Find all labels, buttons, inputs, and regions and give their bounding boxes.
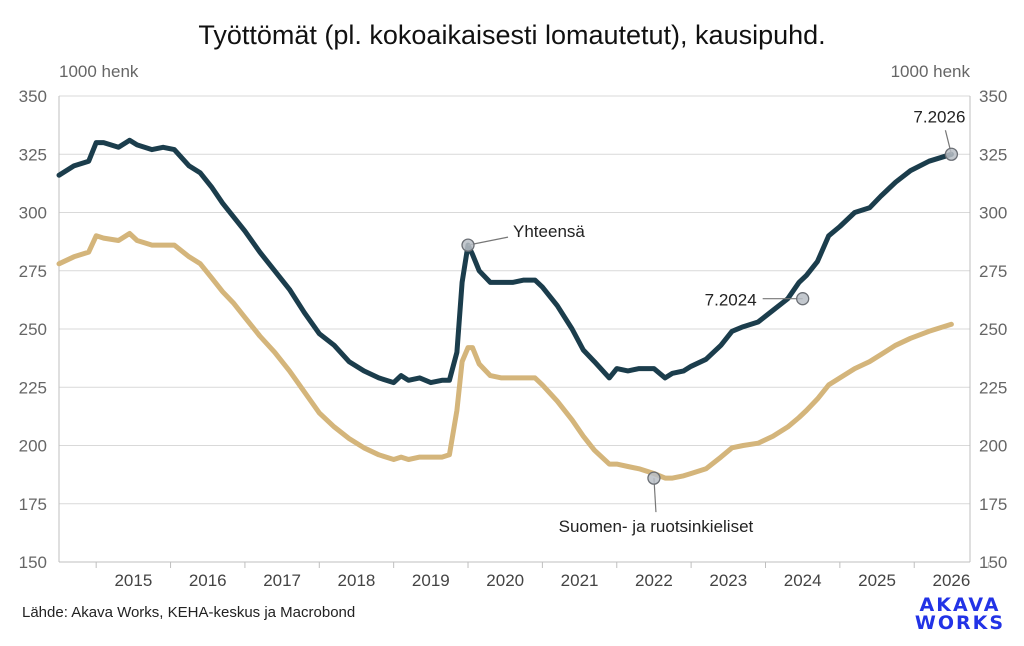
series-line-finnish_swedish <box>56 231 954 481</box>
y-tick-label-left: 275 <box>19 262 47 281</box>
y-tick-label-left: 350 <box>19 87 47 106</box>
annotation-marker <box>944 147 959 161</box>
y-tick-label-right: 325 <box>979 145 1007 164</box>
y-tick-label-right: 250 <box>979 320 1007 339</box>
logo-line-1: AKAVA <box>919 594 1001 616</box>
x-tick-label: 2019 <box>412 571 450 590</box>
grid <box>59 95 970 563</box>
x-tick-label: 2020 <box>486 571 524 590</box>
x-tick-label: 2015 <box>114 571 152 590</box>
y-axis-unit-left: 1000 henk <box>59 62 139 81</box>
annotation-marker <box>461 238 475 252</box>
x-tick-label: 2018 <box>338 571 376 590</box>
x-tick-label: 2022 <box>635 571 673 590</box>
x-tick-label: 2026 <box>932 571 970 590</box>
x-tick-label: 2023 <box>709 571 747 590</box>
y-tick-label-left: 225 <box>19 378 47 397</box>
y-tick-label-left: 175 <box>19 495 47 514</box>
chart-title: Työttömät (pl. kokoaikaisesti lomautetut… <box>198 20 825 50</box>
annotation-label: Suomen- ja ruotsinkieliset <box>559 517 754 536</box>
akava-works-logo: AKAVA WORKS <box>905 594 1015 634</box>
annotation-marker <box>796 292 810 306</box>
x-tick-label: 2016 <box>189 571 227 590</box>
y-tick-label-right: 225 <box>979 378 1007 397</box>
y-tick-label-right: 350 <box>979 87 1007 106</box>
logo-line-2: WORKS <box>914 612 1006 634</box>
y-tick-label-left: 200 <box>19 437 47 456</box>
y-tick-label-right: 300 <box>979 204 1007 223</box>
y-tick-label-right: 200 <box>979 437 1007 456</box>
y-tick-label-right: 150 <box>979 553 1007 572</box>
x-tick-label: 2017 <box>263 571 301 590</box>
x-tick-label: 2021 <box>561 571 599 590</box>
y-tick-label-left: 325 <box>19 145 47 164</box>
y-tick-label-left: 300 <box>19 204 47 223</box>
x-tick-label: 2025 <box>858 571 896 590</box>
y-tick-label-right: 275 <box>979 262 1007 281</box>
y-axis-unit-right: 1000 henk <box>891 62 971 81</box>
annotation-label: 7.2024 <box>705 291 757 310</box>
annotation-marker <box>647 471 661 485</box>
annotation-label: 7.2026 <box>913 107 965 126</box>
y-tick-label-right: 175 <box>979 495 1007 514</box>
series-line-total <box>56 137 954 386</box>
source-note: Lähde: Akava Works, KEHA-keskus ja Macro… <box>22 604 356 621</box>
y-tick-label-left: 150 <box>19 553 47 572</box>
series-group <box>56 137 954 481</box>
annotation-leader <box>467 236 509 246</box>
y-tick-label-left: 250 <box>19 320 47 339</box>
axes: 150 150 175 175 200 200 225 225 250 250 275 275 300 3… <box>19 87 1008 590</box>
x-tick-label: 2024 <box>784 571 822 590</box>
annotations: Yhteensä 7.2024 7.2026 Suomen- ja ruotsinki… <box>461 107 965 536</box>
annotation-label: Yhteensä <box>513 222 585 241</box>
